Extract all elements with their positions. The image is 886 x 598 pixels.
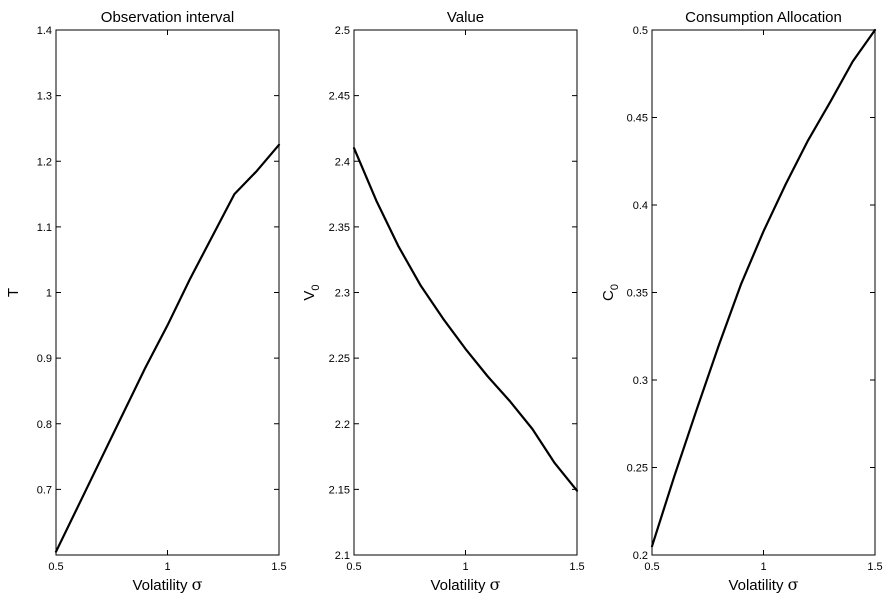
y-tick-label: 1.3: [37, 91, 52, 103]
y-tick-label: 2.3: [335, 288, 350, 300]
y-tick-label: 2.15: [329, 484, 350, 496]
y-tick-label: 0.5: [633, 25, 648, 37]
y-axis-label-text: C: [600, 290, 617, 301]
x-tick-label: 0.5: [346, 561, 361, 573]
y-tick-label: 0.25: [627, 463, 648, 475]
y-tick-label: 0.7: [37, 484, 52, 496]
sigma-symbol: σ: [192, 575, 203, 594]
y-tick-label: 2.1: [335, 550, 350, 562]
y-tick-label: 1.2: [37, 156, 52, 168]
y-axis-label-text: T: [5, 288, 22, 297]
y-axis-label: V0: [301, 284, 322, 300]
x-tick-label: 1: [462, 561, 468, 573]
y-axis-label-subscript: 0: [609, 284, 621, 290]
x-axis-label-text: Volatility: [132, 577, 191, 594]
sigma-symbol: σ: [788, 575, 799, 594]
y-axis-label: C0: [600, 284, 621, 301]
y-tick-label: 2.2: [335, 419, 350, 431]
x-axis-label: Volatility σ: [132, 575, 202, 594]
x-tick-label: 1.5: [271, 561, 286, 573]
y-axis-label-subscript: 0: [310, 284, 322, 290]
y-tick-label: 2.4: [335, 156, 350, 168]
axes-frame: [651, 29, 876, 556]
panel-title: Observation interval: [101, 9, 234, 26]
x-tick-label: 1: [164, 561, 170, 573]
x-tick-label: 0.5: [644, 561, 659, 573]
series-line: [650, 28, 877, 548]
panel-3: Consumption Allocation 0.5 1 1.5 0.2 0.25 0.3 0…: [600, 9, 883, 594]
y-tick-label: 1: [46, 288, 52, 300]
panel-title: Consumption Allocation: [685, 9, 842, 26]
x-axis-label-text: Volatility: [430, 577, 489, 594]
y-tick-label: 1.4: [37, 25, 52, 37]
series-line: [54, 143, 281, 553]
x-axis-label-text: Volatility: [728, 577, 787, 594]
y-tick-label: 2.25: [329, 353, 350, 365]
axes-frame: [353, 29, 578, 556]
x-axis-label: Volatility σ: [728, 575, 798, 594]
y-tick-label: 0.2: [633, 550, 648, 562]
x-tick-label: 1.5: [569, 561, 584, 573]
sigma-symbol: σ: [490, 575, 501, 594]
panel-1: Observation interval 0.5 1 1.5 0.7 0.8 0.9 1 1.1…: [5, 9, 287, 594]
x-tick-label: 1.5: [867, 561, 882, 573]
x-axis-label: Volatility σ: [430, 575, 500, 594]
y-axis-label: T: [5, 288, 22, 297]
y-axis-label-text: V: [301, 291, 318, 301]
y-tick-label: 0.9: [37, 353, 52, 365]
y-tick-label: 1.1: [37, 222, 52, 234]
y-tick-label: 0.45: [627, 113, 648, 125]
series-line: [352, 147, 579, 492]
y-tick-label: 2.35: [329, 222, 350, 234]
x-tick-label: 1: [760, 561, 766, 573]
y-tick-label: 2.45: [329, 91, 350, 103]
y-tick-label: 2.5: [335, 25, 350, 37]
y-tick-label: 0.4: [633, 200, 648, 212]
x-tick-label: 0.5: [48, 561, 63, 573]
y-tick-label: 0.8: [37, 419, 52, 431]
axes-frame: [55, 29, 280, 556]
panel-2: Value 0.5 1 1.5 2.1 2.15 2.2 2.25 2.3 2.35 2.4 2.45…: [301, 9, 585, 594]
y-tick-label: 0.3: [633, 375, 648, 387]
y-tick-label: 0.35: [627, 288, 648, 300]
panel-title: Value: [447, 9, 484, 26]
